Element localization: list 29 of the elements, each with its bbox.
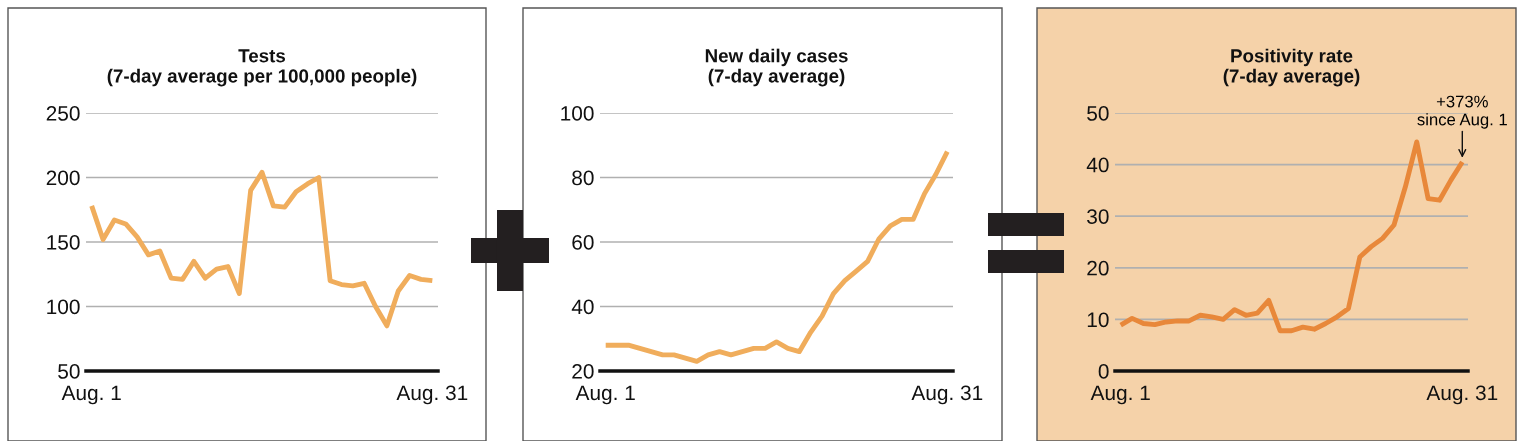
x-tick-label: Aug. 1 [575,385,635,405]
x-tick-label: Aug. 31 [1426,385,1498,405]
x-tick-label: Aug. 1 [1090,385,1150,405]
x-tick-label: Aug. 1 [61,385,121,405]
y-tick-label: 150 [47,235,80,250]
x-tick-label: Aug. 31 [396,385,468,405]
chart-title: Positivity rate (7-day average) [1223,48,1360,87]
y-tick-label: 50 [58,364,80,379]
y-tick-label: 100 [561,106,594,121]
chart-title: Tests (7-day average per 100,000 people) [107,49,417,87]
y-tick-label: 10 [1087,312,1109,328]
y-tick-label: 50 [1087,106,1109,121]
x-tick-label: Aug. 31 [911,385,983,405]
y-tick-label: 40 [1086,157,1109,173]
y-tick-label: 30 [1087,209,1109,224]
line-series [1118,139,1465,334]
y-tick-label: 250 [46,106,80,121]
line-series [603,149,950,364]
chart-title: New daily cases (7-day average) [705,48,848,87]
annotation: +373% since Aug. 1 [1417,95,1507,129]
y-tick-label: 20 [1087,260,1109,276]
y-tick-label: 40 [571,299,594,315]
line-series [89,169,435,329]
y-tick-label: 80 [572,170,594,186]
y-tick-label: 0 [1098,364,1109,379]
y-tick-label: 100 [47,299,80,315]
y-tick-label: 20 [572,364,594,379]
y-tick-label: 200 [46,170,80,186]
y-tick-label: 60 [572,235,594,250]
